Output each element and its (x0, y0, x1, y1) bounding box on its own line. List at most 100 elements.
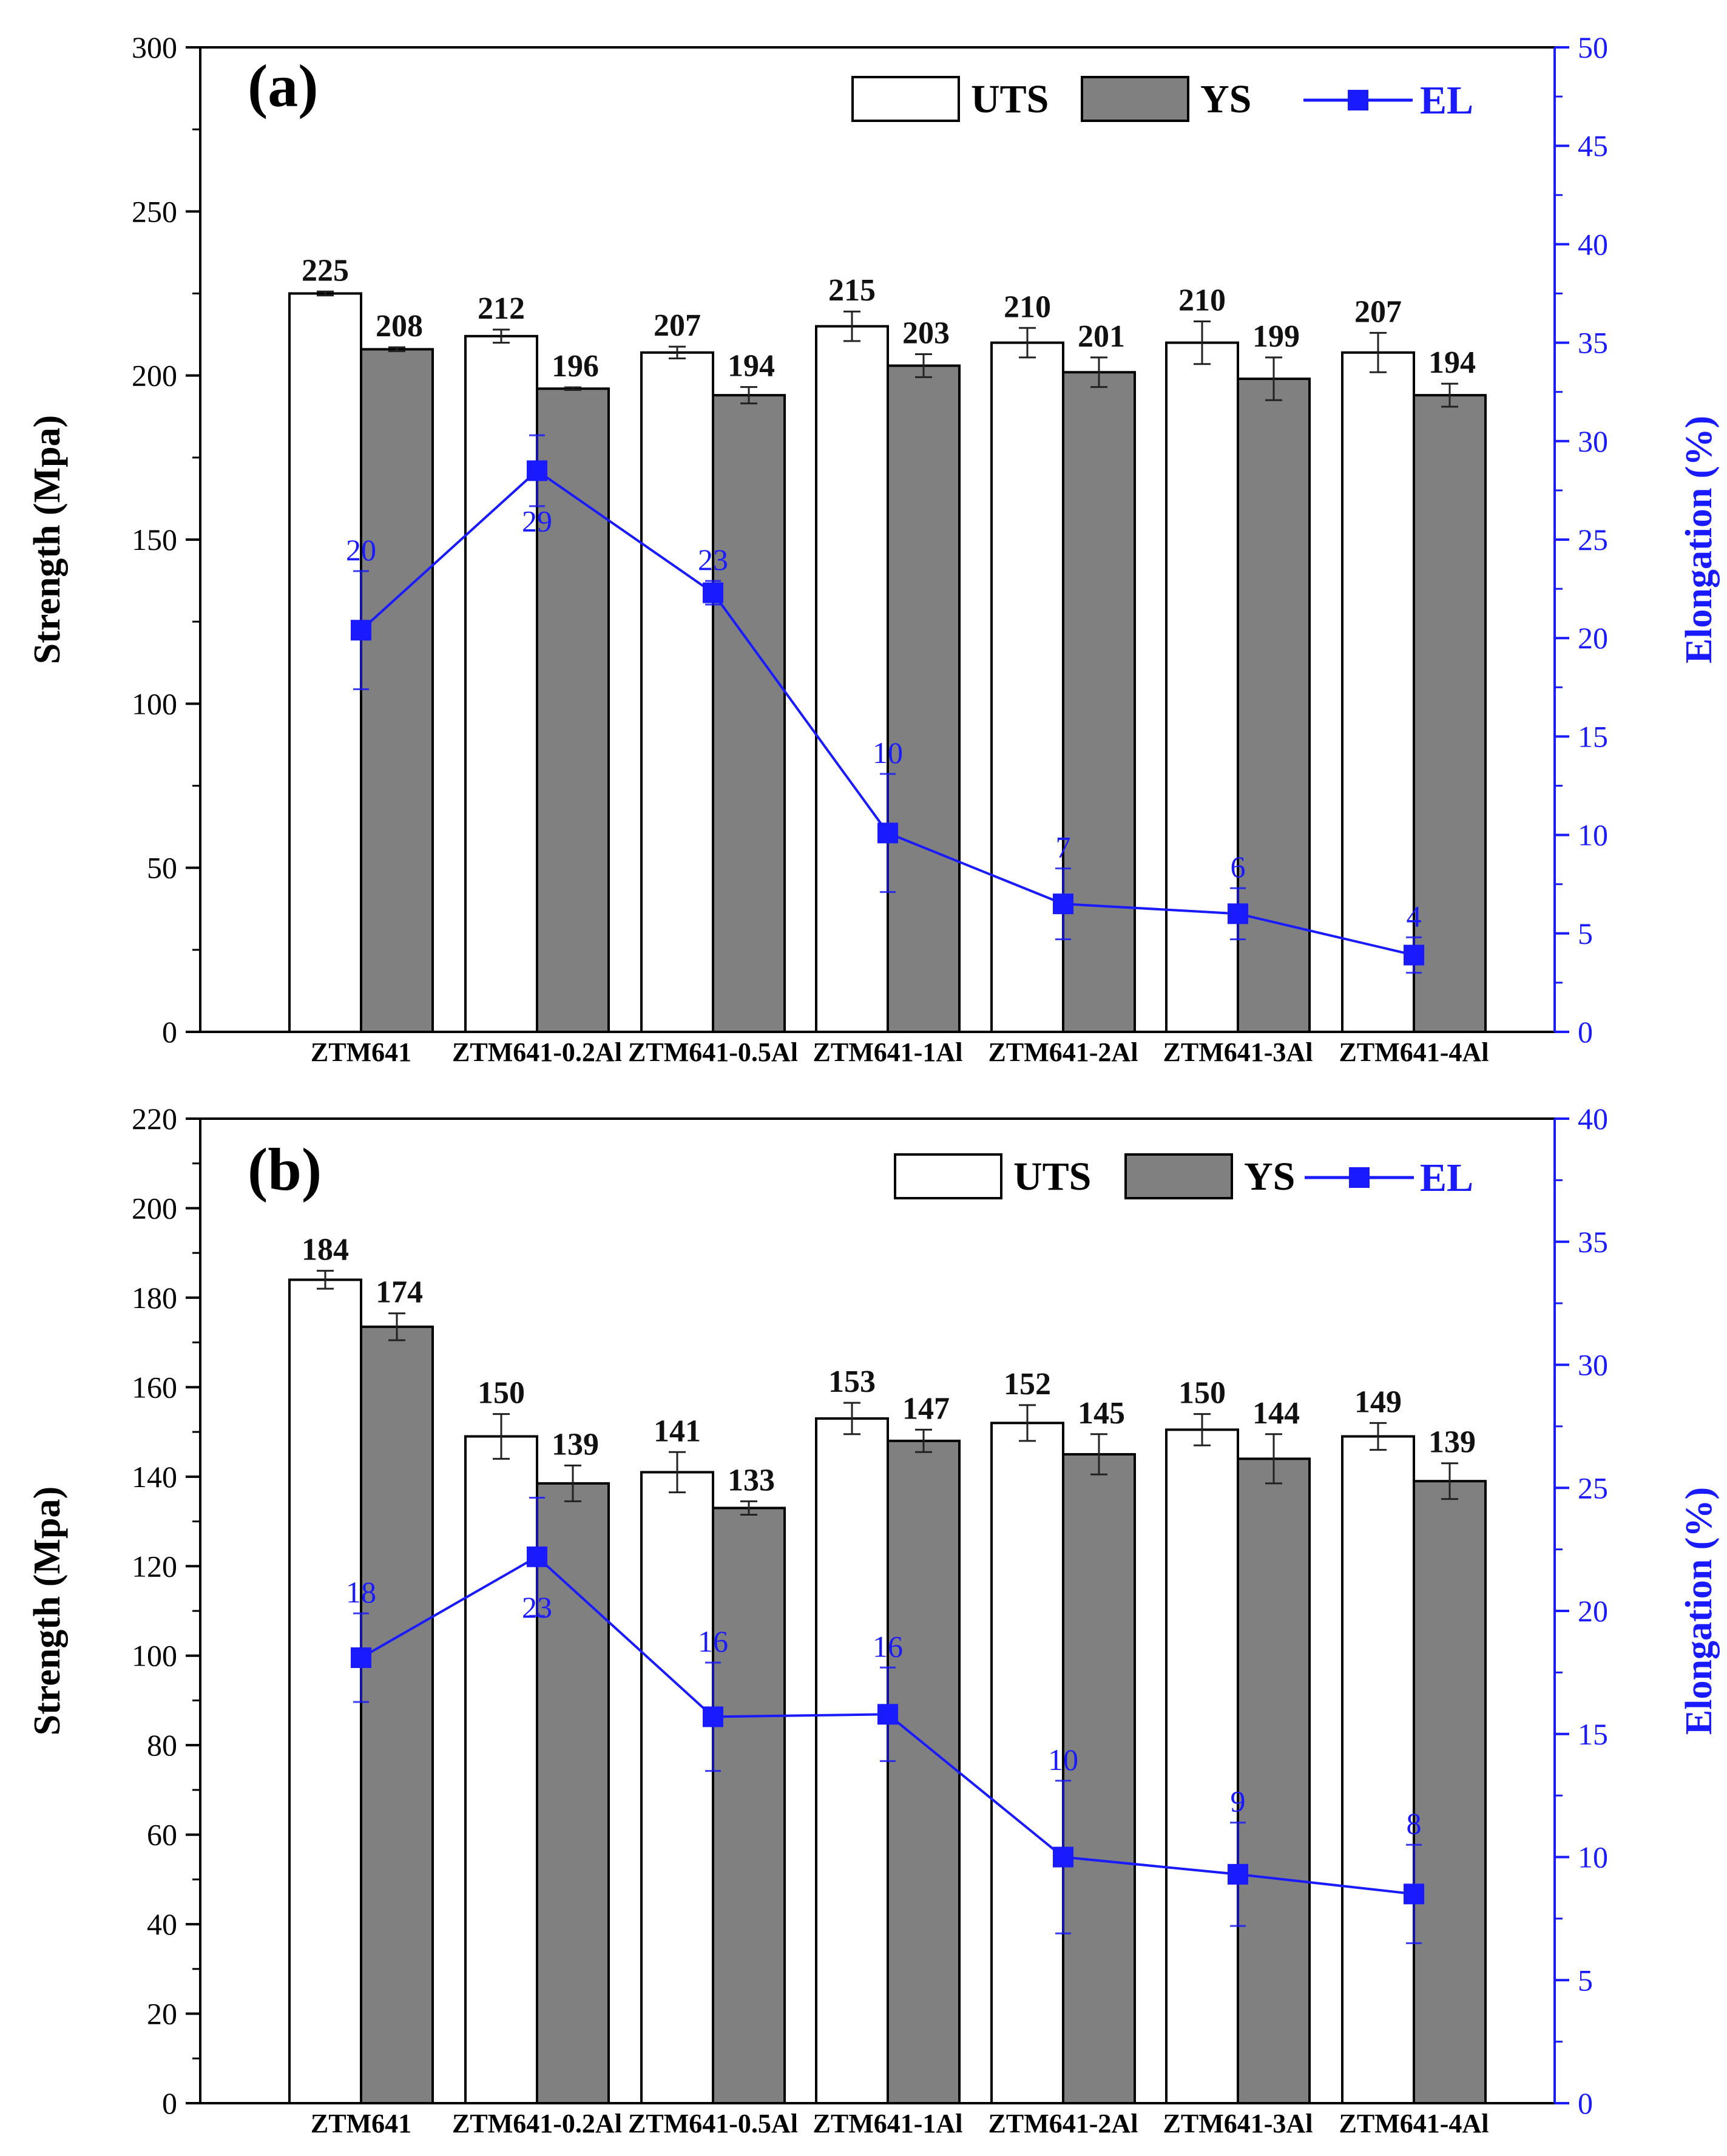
left-tick-label: 100 (132, 686, 177, 720)
ys-value-label: 133 (728, 1463, 775, 1497)
el-value-label: 6 (1231, 850, 1246, 884)
y-axis-title: Strength (Mpa) (27, 1486, 68, 1735)
panel-label: (b) (248, 1136, 322, 1203)
el-point (877, 822, 898, 844)
right-tick-label: 30 (1578, 424, 1608, 458)
category-label: ZTM641-0.2Al (452, 1037, 622, 1067)
el-point (1053, 893, 1073, 915)
el-point (703, 1706, 723, 1727)
right-tick-label: 25 (1578, 523, 1608, 557)
legend-el-label: EL (1420, 78, 1473, 123)
ys-bar (887, 1439, 961, 2105)
left-tick-label: 60 (147, 1818, 177, 1852)
ys-error-bar (1441, 382, 1458, 408)
uts-error-bar (493, 328, 510, 344)
ys-value-label: 147 (902, 1391, 950, 1426)
ys-bar (1413, 394, 1487, 1033)
ys-error-bar (1441, 1462, 1458, 1500)
legend-el-marker (1348, 90, 1368, 110)
category-label: ZTM641-3Al (1163, 2109, 1313, 2138)
left-tick-label: 250 (132, 194, 177, 228)
uts-error-bar (1194, 320, 1211, 365)
uts-bar (990, 341, 1064, 1033)
ys-error-bar (1090, 1433, 1107, 1476)
legend-uts-label: UTS (971, 77, 1049, 121)
legend-ys-label: YS (1244, 1154, 1295, 1199)
legend-ys-swatch (1124, 1153, 1233, 1199)
ys-value-label: 199 (1252, 319, 1300, 354)
left-tick-label: 80 (147, 1728, 177, 1762)
left-tick-label: 160 (132, 1370, 177, 1404)
ys-bar (1413, 1480, 1487, 2104)
ys-bar (1237, 378, 1311, 1033)
right-tick-label: 20 (1578, 621, 1608, 655)
uts-error-bar (1370, 1422, 1387, 1451)
ys-value-label: 194 (1428, 345, 1476, 380)
el-point (1228, 1863, 1248, 1885)
right-tick-label: 20 (1578, 1594, 1608, 1628)
right-tick-label: 35 (1578, 1225, 1608, 1259)
el-value-label: 8 (1407, 1806, 1422, 1840)
el-value-label: 20 (346, 533, 376, 567)
category-label: ZTM641 (311, 2109, 411, 2138)
right-tick-label: 40 (1578, 227, 1608, 261)
uts-value-label: 152 (1004, 1367, 1051, 1402)
y-axis-title: Strength (Mpa) (27, 415, 68, 664)
ys-value-label: 139 (1428, 1425, 1476, 1460)
ys-value-label: 208 (376, 309, 423, 344)
el-value-label: 23 (522, 1590, 552, 1624)
el-point (877, 1704, 898, 1725)
right-tick-label: 25 (1578, 1471, 1608, 1505)
right-tick-label: 0 (1578, 2086, 1593, 2120)
category-label: ZTM641-1Al (813, 2109, 963, 2138)
legend-ys-swatch (1081, 76, 1189, 122)
uts-error-bar (317, 290, 334, 297)
uts-value-label: 149 (1354, 1385, 1402, 1419)
ys-bar (887, 364, 961, 1033)
left-tick-label: 140 (132, 1460, 177, 1494)
el-value-label: 10 (1048, 1743, 1078, 1777)
ys-bar (1237, 1457, 1311, 2105)
right-tick-label: 40 (1578, 1102, 1608, 1136)
chart-panel-a: 2252082121962071942152032102012101992071… (27, 30, 1720, 1067)
left-tick-label: 0 (162, 1015, 177, 1049)
ys-bar (712, 1507, 786, 2104)
el-point (1404, 1883, 1424, 1905)
ys-error-bar (1265, 356, 1282, 401)
ys-value-label: 144 (1252, 1396, 1300, 1431)
el-point (527, 460, 547, 481)
left-tick-label: 300 (132, 30, 177, 64)
left-tick-label: 40 (147, 1907, 177, 1941)
left-tick-label: 200 (132, 359, 177, 393)
uts-value-label: 207 (1354, 294, 1402, 329)
ys-error-bar (564, 386, 581, 391)
left-tick-label: 100 (132, 1639, 177, 1673)
ys-error-bar (388, 346, 405, 353)
el-value-label: 10 (873, 736, 903, 770)
uts-error-bar (317, 1270, 334, 1290)
legend-el-label: EL (1420, 1156, 1473, 1200)
el-value-label: 9 (1231, 1785, 1246, 1819)
category-label: ZTM641-4Al (1339, 1037, 1489, 1067)
uts-value-label: 150 (1178, 1376, 1226, 1411)
el-point (1228, 903, 1248, 924)
legend-uts-swatch (851, 76, 960, 122)
ys-error-bar (740, 1500, 757, 1516)
uts-error-bar (1370, 331, 1387, 373)
ys-bar (712, 394, 786, 1033)
uts-bar (1341, 1435, 1415, 2104)
uts-value-label: 150 (478, 1376, 525, 1411)
right-tick-label: 30 (1578, 1348, 1608, 1382)
left-tick-label: 0 (162, 2086, 177, 2120)
uts-error-bar (669, 1451, 686, 1494)
right-tick-label: 35 (1578, 326, 1608, 360)
el-value-label: 7 (1056, 830, 1071, 864)
el-value-label: 16 (698, 1624, 728, 1658)
uts-bar (288, 292, 362, 1033)
uts-error-bar (843, 1402, 860, 1436)
left-tick-label: 150 (132, 523, 177, 557)
el-value-label: 18 (346, 1575, 376, 1609)
right-tick-label: 10 (1578, 1840, 1608, 1874)
